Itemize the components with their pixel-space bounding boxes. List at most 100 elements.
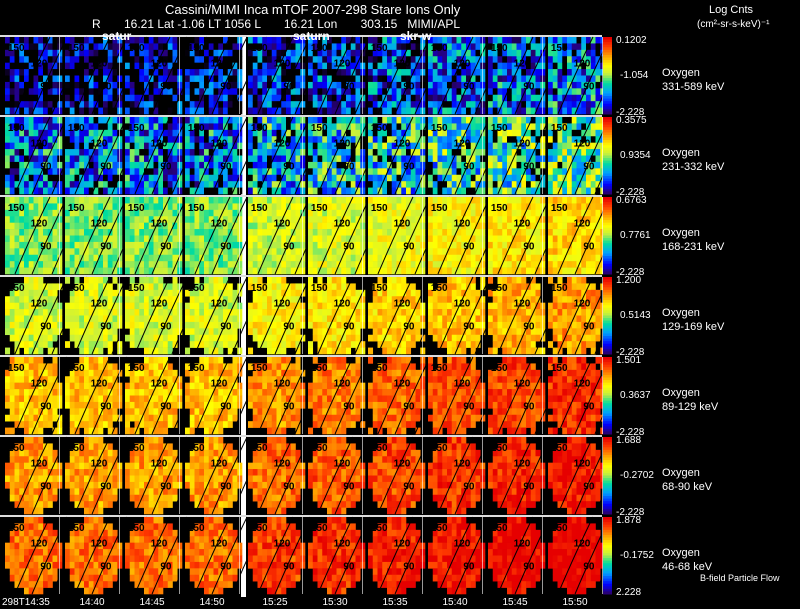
contour-label: 150 xyxy=(8,283,25,294)
contour-label: 90 xyxy=(583,481,595,492)
contour-label: 120 xyxy=(211,58,228,69)
contour-label: 90 xyxy=(583,321,595,332)
image-panel: 150 120 90 xyxy=(248,116,331,195)
contour-label: 150 xyxy=(491,283,508,294)
contour-label: 90 xyxy=(40,401,52,412)
image-panel: 150 120 90 xyxy=(248,196,331,275)
contour-label: 150 xyxy=(311,523,328,534)
contour-label: 150 xyxy=(251,123,268,134)
row-separator xyxy=(0,435,602,437)
colorbar-max-value: 0.3575 xyxy=(616,115,647,126)
contour-label: 150 xyxy=(491,43,508,54)
contour-label: 150 xyxy=(8,523,25,534)
contour-label: 120 xyxy=(151,378,168,389)
contour-label: 120 xyxy=(394,538,411,549)
contour-label: 90 xyxy=(523,161,535,172)
time-tick-label: 14:45 xyxy=(139,597,165,608)
row-energy-label: 89-129 keV xyxy=(662,401,719,413)
image-panel: 150 120 90 xyxy=(428,356,511,435)
contour-label: 90 xyxy=(220,481,232,492)
colorbar-mid-value: -0.2702 xyxy=(620,470,654,481)
colorbar-max-value: 1.200 xyxy=(616,275,642,286)
contour-label: 120 xyxy=(514,458,531,469)
time-tick-label: 15:35 xyxy=(382,597,408,608)
contour-label: 150 xyxy=(371,523,388,534)
image-panel: 150 120 90 xyxy=(488,436,571,515)
contour-label: 90 xyxy=(403,81,415,92)
colorbar-max-value: 1.688 xyxy=(616,435,642,446)
overlay-label-saturn: saturn xyxy=(293,29,330,43)
contour-label: 150 xyxy=(551,523,568,534)
row-energy-label: 231-332 keV xyxy=(662,161,725,173)
contour-label: 120 xyxy=(274,298,291,309)
image-panel: 150 120 90 xyxy=(65,116,148,195)
image-panel: 150 120 90 xyxy=(368,276,451,355)
contour-label: 90 xyxy=(463,241,475,252)
contour-label: 150 xyxy=(431,43,448,54)
contour-label: 90 xyxy=(523,481,535,492)
contour-label: 90 xyxy=(220,561,232,572)
contour-label: 150 xyxy=(8,363,25,374)
colorbar-mid-value: 0.5143 xyxy=(620,310,651,321)
contour-label: 90 xyxy=(100,481,112,492)
time-tick-label: 15:50 xyxy=(562,597,588,608)
contour-label: 120 xyxy=(211,138,228,149)
image-panel: 150 120 90 xyxy=(548,356,631,435)
image-panel: 150 120 90 xyxy=(248,356,331,435)
contour-label: 90 xyxy=(100,241,112,252)
contour-label: 90 xyxy=(523,401,535,412)
image-panel: 150 120 90 xyxy=(308,116,391,195)
colorbar xyxy=(603,517,612,595)
image-panel: 150 120 90 xyxy=(125,276,208,355)
contour-label: 150 xyxy=(68,203,85,214)
contour-label: 120 xyxy=(454,538,471,549)
contour-label: 150 xyxy=(128,43,145,54)
contour-label: 150 xyxy=(431,443,448,454)
contour-label: 120 xyxy=(334,138,351,149)
contour-label: 150 xyxy=(551,203,568,214)
contour-label: 90 xyxy=(100,401,112,412)
contour-label: 150 xyxy=(68,523,85,534)
contour-label: 90 xyxy=(100,561,112,572)
image-panel: 150 120 90 xyxy=(185,116,268,195)
contour-label: 120 xyxy=(274,458,291,469)
contour-label: 90 xyxy=(40,561,52,572)
image-panel: 150 120 90 xyxy=(185,36,268,115)
row-energy-label: 168-231 keV xyxy=(662,241,725,253)
image-panel: 150 120 90 xyxy=(548,276,631,355)
contour-label: 150 xyxy=(491,123,508,134)
image-panel: 150 120 90 xyxy=(308,516,391,595)
colorbar-max-value: 0.1202 xyxy=(616,35,647,46)
contour-label: 120 xyxy=(211,218,228,229)
colorbar-min-value: -2.228 xyxy=(616,347,645,358)
row-energy-label: 129-169 keV xyxy=(662,321,725,333)
contour-label: 150 xyxy=(371,443,388,454)
contour-label: 90 xyxy=(100,161,112,172)
colorbar-mid-value: -0.1752 xyxy=(620,550,654,561)
contour-label: 120 xyxy=(211,538,228,549)
contour-label: 150 xyxy=(128,523,145,534)
contour-label: 90 xyxy=(463,161,475,172)
contour-label: 90 xyxy=(403,321,415,332)
image-panel: 150 120 90 xyxy=(65,196,148,275)
contour-label: 150 xyxy=(188,123,205,134)
contour-label: 150 xyxy=(371,123,388,134)
contour-label: 90 xyxy=(220,321,232,332)
overlay-label-satur: satur xyxy=(102,29,132,43)
contour-label: 120 xyxy=(211,458,228,469)
contour-label: 150 xyxy=(551,283,568,294)
row-species-label: Oxygen xyxy=(662,387,700,399)
contour-label: 150 xyxy=(491,363,508,374)
contour-label: 90 xyxy=(343,161,355,172)
contour-label: 90 xyxy=(343,241,355,252)
image-panel: 150 120 90 xyxy=(428,196,511,275)
contour-label: 90 xyxy=(100,81,112,92)
contour-label: 150 xyxy=(311,123,328,134)
contour-label: 90 xyxy=(583,161,595,172)
image-panel: 150 120 90 xyxy=(428,276,511,355)
contour-label: 120 xyxy=(574,58,591,69)
colorbar-min-value: -2.228 xyxy=(616,187,645,198)
contour-label: 90 xyxy=(160,161,172,172)
contour-label: 90 xyxy=(523,561,535,572)
